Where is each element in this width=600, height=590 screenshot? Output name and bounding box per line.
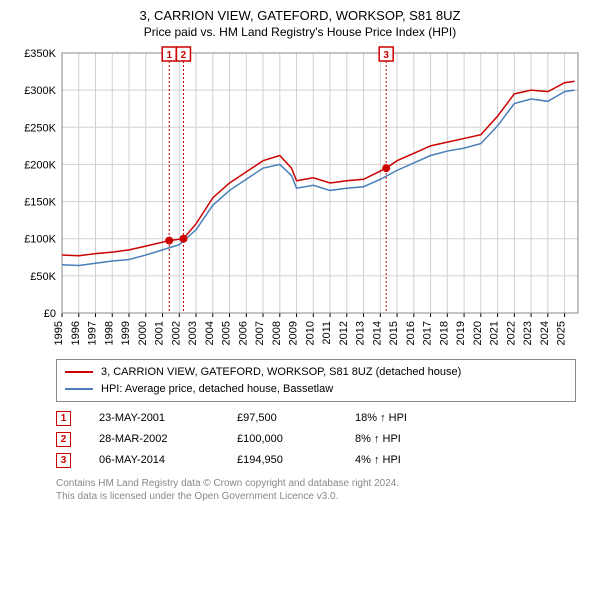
chart-plot: £0 £50K £100K £150K £200K £250K £300K £350K 1995… [14, 45, 586, 355]
footer-line-1: Contains HM Land Registry data © Crown c… [56, 477, 586, 491]
svg-text:2000: 2000 [137, 321, 149, 345]
sale-row: 3 06-MAY-2014 £194,950 4% ↑ HPI [56, 450, 576, 471]
footer-attribution: Contains HM Land Registry data © Crown c… [56, 477, 586, 504]
svg-text:2003: 2003 [187, 321, 199, 345]
svg-text:1999: 1999 [120, 321, 132, 345]
svg-text:2009: 2009 [288, 321, 300, 345]
legend: 3, CARRION VIEW, GATEFORD, WORKSOP, S81 … [56, 359, 576, 402]
footer-line-2: This data is licensed under the Open Gov… [56, 490, 586, 504]
sales-table: 1 23-MAY-2001 £97,500 18% ↑ HPI 2 28-MAR-2002… [56, 408, 576, 471]
legend-label: 3, CARRION VIEW, GATEFORD, WORKSOP, S81 … [101, 364, 461, 381]
svg-text:2016: 2016 [405, 321, 417, 345]
legend-row: 3, CARRION VIEW, GATEFORD, WORKSOP, S81 … [65, 364, 567, 381]
svg-text:2023: 2023 [522, 321, 534, 345]
sale-marker-box: 1 [56, 411, 71, 426]
svg-text:2005: 2005 [221, 321, 233, 345]
sale-diff: 18% ↑ HPI [355, 408, 407, 429]
legend-row: HPI: Average price, detached house, Bass… [65, 381, 567, 398]
svg-text:2022: 2022 [505, 321, 517, 345]
svg-text:2018: 2018 [438, 321, 450, 345]
svg-text:2002: 2002 [170, 321, 182, 345]
svg-text:2008: 2008 [271, 321, 283, 345]
svg-text:2007: 2007 [254, 321, 266, 345]
svg-text:1: 1 [166, 50, 172, 61]
sale-row: 2 28-MAR-2002 £100,000 8% ↑ HPI [56, 429, 576, 450]
svg-text:£0: £0 [44, 308, 56, 320]
sale-date: 06-MAY-2014 [99, 450, 209, 471]
svg-text:2024: 2024 [539, 321, 551, 345]
svg-text:£50K: £50K [30, 271, 56, 283]
svg-text:1995: 1995 [53, 321, 65, 345]
svg-text:2: 2 [181, 50, 187, 61]
svg-text:£200K: £200K [24, 159, 56, 171]
line-chart-svg: £0 £50K £100K £150K £200K £250K £300K £350K 1995… [14, 45, 586, 355]
svg-text:2021: 2021 [489, 321, 501, 345]
sale-price: £97,500 [237, 408, 327, 429]
sale-marker-box: 3 [56, 453, 71, 468]
legend-swatch [65, 371, 93, 373]
sale-price: £194,950 [237, 450, 327, 471]
svg-text:2006: 2006 [237, 321, 249, 345]
svg-text:1997: 1997 [87, 321, 99, 345]
svg-text:£350K: £350K [24, 48, 56, 60]
sale-date: 23-MAY-2001 [99, 408, 209, 429]
svg-text:2025: 2025 [556, 321, 568, 345]
svg-text:£150K: £150K [24, 197, 56, 209]
svg-text:2013: 2013 [355, 321, 367, 345]
svg-text:1998: 1998 [103, 321, 115, 345]
sale-row: 1 23-MAY-2001 £97,500 18% ↑ HPI [56, 408, 576, 429]
sale-marker-box: 2 [56, 432, 71, 447]
legend-swatch [65, 388, 93, 390]
svg-text:2020: 2020 [472, 321, 484, 345]
svg-text:£300K: £300K [24, 85, 56, 97]
svg-text:2019: 2019 [455, 321, 467, 345]
chart-subtitle: Price paid vs. HM Land Registry's House … [14, 25, 586, 39]
sale-date: 28-MAR-2002 [99, 429, 209, 450]
svg-text:2011: 2011 [321, 321, 333, 345]
chart-container: 3, CARRION VIEW, GATEFORD, WORKSOP, S81 … [0, 0, 600, 504]
svg-text:3: 3 [383, 50, 389, 61]
chart-title: 3, CARRION VIEW, GATEFORD, WORKSOP, S81 … [14, 8, 586, 23]
svg-text:£250K: £250K [24, 122, 56, 134]
svg-text:2017: 2017 [422, 321, 434, 345]
sale-diff: 8% ↑ HPI [355, 429, 401, 450]
svg-text:2012: 2012 [338, 321, 350, 345]
svg-text:2001: 2001 [154, 321, 166, 345]
sale-price: £100,000 [237, 429, 327, 450]
svg-text:1996: 1996 [70, 321, 82, 345]
legend-label: HPI: Average price, detached house, Bass… [101, 381, 333, 398]
svg-text:2015: 2015 [388, 321, 400, 345]
svg-text:2010: 2010 [304, 321, 316, 345]
svg-text:2014: 2014 [371, 321, 383, 345]
svg-text:2004: 2004 [204, 321, 216, 345]
sale-diff: 4% ↑ HPI [355, 450, 401, 471]
svg-text:£100K: £100K [24, 234, 56, 246]
